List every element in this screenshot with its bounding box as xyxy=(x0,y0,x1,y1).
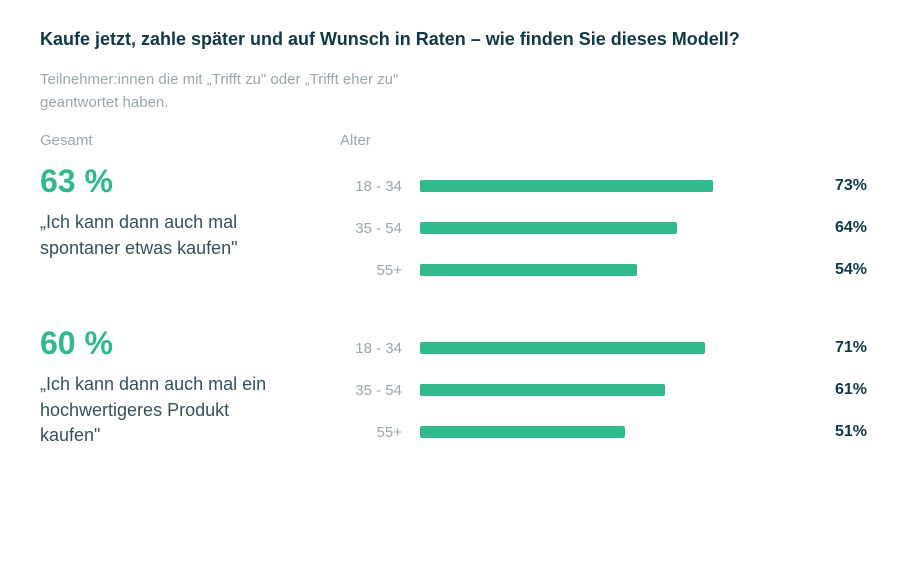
col-header-total: Gesamt xyxy=(40,132,340,149)
bar-label: 18 - 34 xyxy=(340,178,420,195)
bar-label: 35 - 54 xyxy=(340,220,420,237)
bar-track xyxy=(420,384,821,396)
bar-row: 35 - 54 64% xyxy=(340,207,881,249)
chart-section: 60 % „Ich kann dann auch mal ein hochwert… xyxy=(40,325,881,453)
bar-label: 35 - 54 xyxy=(340,382,420,399)
bar-value: 73% xyxy=(821,177,881,195)
bar-track xyxy=(420,264,821,276)
chart-subtitle: Teilnehmer:innen die mit „Trifft zu" ode… xyxy=(40,69,460,114)
bar-value: 51% xyxy=(821,423,881,441)
bar-track xyxy=(420,426,821,438)
bar-label: 55+ xyxy=(340,262,420,279)
section-summary: 60 % „Ich kann dann auch mal ein hochwert… xyxy=(40,325,340,453)
bar-track xyxy=(420,180,821,192)
chart-section: 63 % „Ich kann dann auch mal spontaner et… xyxy=(40,163,881,291)
total-percent: 63 % xyxy=(40,163,316,200)
bar-value: 71% xyxy=(821,339,881,357)
bar-row: 18 - 34 71% xyxy=(340,327,881,369)
column-headers: Gesamt Alter xyxy=(40,132,881,149)
bar-fill xyxy=(420,222,677,234)
bar-label: 18 - 34 xyxy=(340,340,420,357)
bar-fill xyxy=(420,180,713,192)
col-header-age: Alter xyxy=(340,132,371,149)
bar-fill xyxy=(420,264,637,276)
chart-title: Kaufe jetzt, zahle später und auf Wunsch… xyxy=(40,28,881,51)
bar-value: 64% xyxy=(821,219,881,237)
section-quote: „Ich kann dann auch mal ein hochwertiger… xyxy=(40,372,280,448)
bar-row: 35 - 54 61% xyxy=(340,369,881,411)
bar-value: 61% xyxy=(821,381,881,399)
bar-row: 55+ 54% xyxy=(340,249,881,291)
section-quote: „Ich kann dann auch mal spontaner etwas … xyxy=(40,210,280,260)
bar-row: 55+ 51% xyxy=(340,411,881,453)
bar-fill xyxy=(420,342,705,354)
bars-group: 18 - 34 73% 35 - 54 64% 55+ 54% xyxy=(340,163,881,291)
bar-track xyxy=(420,222,821,234)
bar-fill xyxy=(420,384,665,396)
bar-fill xyxy=(420,426,625,438)
bar-track xyxy=(420,342,821,354)
bar-value: 54% xyxy=(821,261,881,279)
section-summary: 63 % „Ich kann dann auch mal spontaner et… xyxy=(40,163,340,291)
bar-row: 18 - 34 73% xyxy=(340,165,881,207)
bars-group: 18 - 34 71% 35 - 54 61% 55+ 51% xyxy=(340,325,881,453)
bar-label: 55+ xyxy=(340,424,420,441)
total-percent: 60 % xyxy=(40,325,316,362)
